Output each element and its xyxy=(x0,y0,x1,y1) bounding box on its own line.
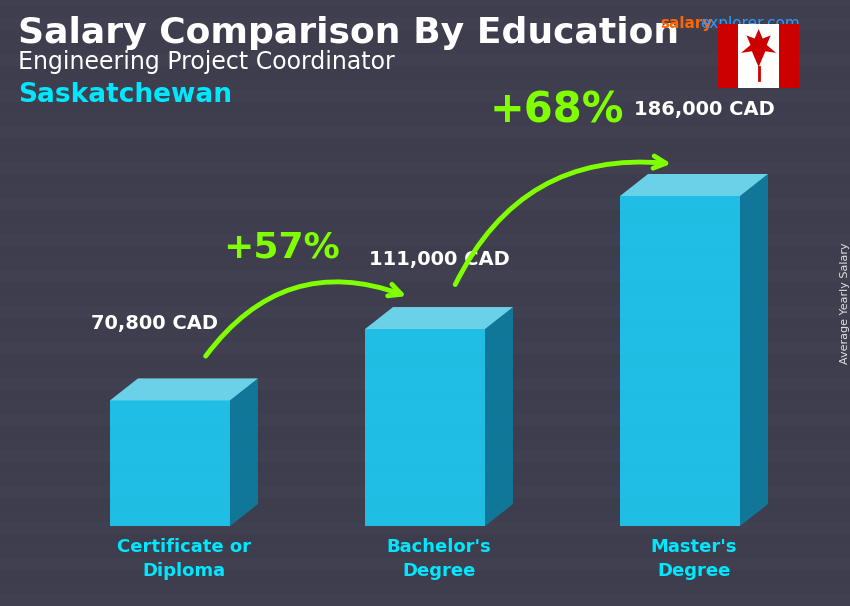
Bar xyxy=(0,18,850,30)
Text: Saskatchewan: Saskatchewan xyxy=(18,82,232,108)
Bar xyxy=(0,342,850,354)
Bar xyxy=(0,450,850,462)
Polygon shape xyxy=(620,196,740,526)
Bar xyxy=(0,90,850,102)
Polygon shape xyxy=(365,329,485,526)
Bar xyxy=(0,210,850,222)
Bar xyxy=(0,318,850,330)
Bar xyxy=(0,246,850,258)
Bar xyxy=(0,426,850,438)
Bar xyxy=(0,510,850,522)
Bar xyxy=(0,486,850,498)
Polygon shape xyxy=(779,24,799,88)
Bar xyxy=(0,270,850,282)
Text: salary: salary xyxy=(660,16,712,31)
Text: Certificate or
Diploma: Certificate or Diploma xyxy=(117,538,251,579)
Polygon shape xyxy=(110,401,230,526)
Bar xyxy=(0,462,850,474)
Text: Master's
Degree: Master's Degree xyxy=(651,538,737,579)
Bar xyxy=(0,414,850,426)
Polygon shape xyxy=(230,378,258,526)
Bar xyxy=(0,294,850,306)
Bar xyxy=(0,258,850,270)
Bar xyxy=(0,366,850,378)
Bar xyxy=(0,582,850,594)
Bar xyxy=(0,234,850,246)
Polygon shape xyxy=(110,378,258,401)
Bar xyxy=(0,126,850,138)
Bar xyxy=(0,474,850,486)
Bar xyxy=(0,306,850,318)
Bar xyxy=(0,570,850,582)
Polygon shape xyxy=(485,307,513,526)
Polygon shape xyxy=(365,307,513,329)
Text: 111,000 CAD: 111,000 CAD xyxy=(369,250,509,269)
Bar xyxy=(0,198,850,210)
Polygon shape xyxy=(740,174,768,526)
Polygon shape xyxy=(620,174,768,196)
Bar xyxy=(0,66,850,78)
Bar xyxy=(0,282,850,294)
Text: +57%: +57% xyxy=(223,231,340,265)
Bar xyxy=(0,114,850,126)
Text: 70,800 CAD: 70,800 CAD xyxy=(92,315,218,333)
Text: +68%: +68% xyxy=(490,90,624,132)
Bar xyxy=(0,222,850,234)
Bar xyxy=(0,78,850,90)
Bar xyxy=(0,6,850,18)
Bar xyxy=(0,594,850,606)
Bar xyxy=(0,330,850,342)
Bar xyxy=(0,54,850,66)
Bar xyxy=(0,354,850,366)
Bar xyxy=(0,546,850,558)
Bar xyxy=(0,30,850,42)
Polygon shape xyxy=(718,24,739,88)
Bar xyxy=(0,498,850,510)
Text: explorer.com: explorer.com xyxy=(700,16,800,31)
Bar xyxy=(0,558,850,570)
Text: Salary Comparison By Education: Salary Comparison By Education xyxy=(18,16,679,50)
Bar xyxy=(0,174,850,186)
Bar xyxy=(0,162,850,174)
Polygon shape xyxy=(739,24,779,88)
Bar xyxy=(0,438,850,450)
Bar xyxy=(0,138,850,150)
Bar xyxy=(0,522,850,534)
Text: 186,000 CAD: 186,000 CAD xyxy=(633,100,774,119)
Text: Bachelor's
Degree: Bachelor's Degree xyxy=(387,538,491,579)
Polygon shape xyxy=(741,29,776,67)
Bar xyxy=(0,378,850,390)
Bar xyxy=(0,150,850,162)
Text: Average Yearly Salary: Average Yearly Salary xyxy=(840,242,850,364)
Bar xyxy=(0,534,850,546)
Text: Engineering Project Coordinator: Engineering Project Coordinator xyxy=(18,50,394,74)
Bar xyxy=(0,186,850,198)
Bar xyxy=(0,102,850,114)
Bar xyxy=(0,42,850,54)
Bar xyxy=(0,402,850,414)
Bar xyxy=(0,390,850,402)
